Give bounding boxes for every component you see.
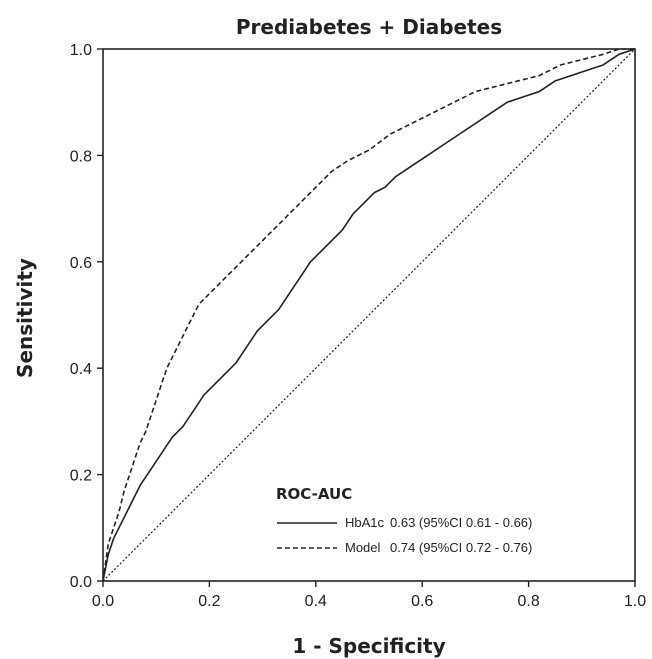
- y-tick-label: 0.6: [70, 255, 92, 272]
- x-tick-label: 0.0: [92, 593, 114, 610]
- axes: 0.0 0.2 0.4 0.6 0.8 1.0 0.0 0.2 0.4 0.6 0.8 1.0: [70, 42, 646, 610]
- legend-stats-hba1c: 0.63 (95%CI 0.61 - 0.66): [390, 515, 532, 530]
- x-axis-title: 1 - Specificity: [292, 634, 445, 658]
- y-axis-title: Sensitivity: [13, 258, 37, 378]
- y-tick-label: 0.8: [70, 148, 92, 165]
- plot-area: [102, 48, 636, 582]
- x-tick-label: 0.2: [198, 593, 220, 610]
- legend-entries: HbA1c 0.63 (95%CI 0.61 - 0.66) Model 0.74 (…: [277, 515, 532, 555]
- y-tick-label: 0.0: [70, 574, 92, 591]
- x-tick-label: 0.4: [305, 593, 327, 610]
- series-line-model: [102, 48, 635, 582]
- series-line-hba1c: [102, 48, 636, 582]
- x-tick-label: 1.0: [624, 593, 646, 610]
- x-tick-label: 0.6: [411, 593, 433, 610]
- reference-diagonal-line: [102, 48, 636, 582]
- y-tick-label: 0.4: [70, 361, 92, 378]
- legend-stats-model: 0.74 (95%CI 0.72 - 0.76): [390, 540, 532, 555]
- legend-title: ROC-AUC: [276, 485, 352, 503]
- y-tick-label: 1.0: [70, 42, 92, 59]
- legend-label-model: Model: [345, 540, 381, 555]
- chart-title: Prediabetes + Diabetes: [236, 15, 502, 39]
- plot-frame: [102, 48, 636, 582]
- y-tick-label: 0.2: [70, 468, 92, 485]
- legend-label-hba1c: HbA1c: [345, 515, 385, 530]
- legend: ROC-AUC HbA1c 0.63 (95%CI 0.61 - 0.66) Mod…: [276, 485, 532, 555]
- x-tick-label: 0.8: [517, 593, 539, 610]
